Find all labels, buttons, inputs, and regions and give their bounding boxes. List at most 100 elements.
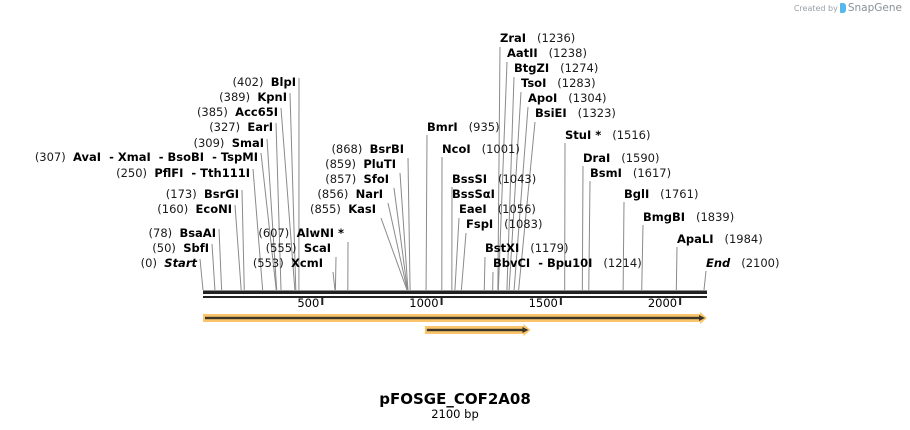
site-bsrbi[interactable]: (868) BsrBI [331,142,404,156]
svg-text:StuI * (1516): StuI * (1516) [565,128,650,142]
sequence-length: 2100 bp [431,407,479,421]
site-bmgbi[interactable]: BmgBI (1839) [643,210,734,224]
site-connector-line [280,107,296,291]
site-nari[interactable]: (856) NarI [317,187,383,201]
feature-arrow-2[interactable] [424,324,531,336]
site-bmri[interactable]: BmrI (935) [427,120,500,134]
site-position: (1761) [649,187,698,201]
site-bsssi[interactable]: BssSαI [452,187,495,201]
svg-text:BmrI (935): BmrI (935) [427,120,500,134]
snapgene-logo-icon [839,3,846,13]
site-position: (553) [253,256,291,270]
site-bsmi[interactable]: BsmI (1617) [590,166,671,180]
site-sfoi[interactable]: (857) SfoI [325,172,389,186]
site-name: EarI [247,120,273,134]
site-connector-line [588,180,591,291]
site-start[interactable]: (0) Start [141,256,198,270]
site-name: BtgZI [514,61,549,75]
site-connector-line [211,243,216,291]
site-tsoi[interactable]: TsoI (1283) [521,76,596,90]
svg-text:(309) SmaI: (309) SmaI [193,136,264,150]
site-kpni[interactable]: (389) KpnI [219,90,287,104]
site-smai[interactable]: (309) SmaI [193,136,264,150]
site-name: ApaLI [677,232,714,246]
svg-text:(607) AlwNI *: (607) AlwNI * [258,226,344,240]
site-bgli[interactable]: BglI (1761) [624,187,698,201]
site-bstxi[interactable]: BstXI (1179) [485,241,568,255]
svg-text:ZraI (1236): ZraI (1236) [500,31,575,45]
site-xcmi[interactable]: (553) XcmI [253,256,323,270]
svg-text:(327) EarI: (327) EarI [209,120,273,134]
svg-text:FspI (1083): FspI (1083) [466,217,542,231]
feature-arrow-1[interactable] [203,312,707,324]
site-name: BsrGI [204,187,239,201]
site-name: SmaI [232,136,264,150]
credit-brand: SnapGene [847,2,902,14]
site-aatii[interactable]: AatII (1238) [507,46,587,60]
site-name: BlpI [271,75,296,89]
site-blpi[interactable]: (402) BlpI [233,75,296,89]
site-sbfi[interactable]: (50) SbfI [152,241,209,255]
svg-text:BglI (1761): BglI (1761) [624,187,698,201]
site-position: (1043) [487,172,536,186]
site-end[interactable]: End (2100) [706,256,780,270]
site-fspi[interactable]: FspI (1083) [466,217,542,231]
svg-text:(857) SfoI: (857) SfoI [325,172,389,186]
site-eari[interactable]: (327) EarI [209,120,273,134]
site-position: (307) [35,150,73,164]
site-bbvci[interactable]: BbvCI - Bpu10I (1214) [493,256,642,270]
dna-backbone [203,290,707,298]
site-econi[interactable]: (160) EcoNI [157,202,232,216]
site-name: NcoI [442,142,471,156]
site-position: (2100) [730,256,779,270]
site-connector-line [266,138,278,291]
site-connector-line [508,91,522,291]
site-avai[interactable]: (307) AvaI - XmaI - BsoBI - TspMI [35,150,258,164]
site-acc65i[interactable]: (385) Acc65I [197,105,278,119]
site-bsaai[interactable]: (78) BsaAI [149,226,216,240]
site-connector-line [497,61,508,291]
svg-text:(855) KasI: (855) KasI [310,202,376,216]
site-bsssi[interactable]: BssSI (1043) [452,172,536,186]
site-name: BsmI [590,166,622,180]
site-connector-line [252,168,264,291]
site-kasi[interactable]: (855) KasI [310,202,376,216]
site-position: (160) [157,202,195,216]
site-zrai[interactable]: ZraI (1236) [500,31,575,45]
site-name: StuI * [565,128,601,142]
site-drai[interactable]: DraI (1590) [583,151,659,165]
site-alwni[interactable]: (607) AlwNI * [258,226,344,240]
site-name: BbvCI - Bpu10I [493,256,592,270]
site-name: SbfI [183,241,209,255]
svg-text:DraI (1590): DraI (1590) [583,151,659,165]
svg-text:ApoI (1304): ApoI (1304) [528,91,607,105]
site-apoi[interactable]: ApoI (1304) [528,91,607,105]
site-pflfi[interactable]: (250) PflFI - Tth111I [116,166,250,180]
site-connector-line [483,256,486,291]
site-position: (856) [317,187,355,201]
site-bsrgi[interactable]: (173) BsrGI [166,187,239,201]
site-connector-line [234,204,242,291]
site-connector-line [703,270,707,291]
site-connector-line [199,258,204,291]
site-position: (327) [209,120,247,134]
snapgene-credit[interactable]: Created by SnapGene [794,2,902,14]
svg-text:BssSαI: BssSαI [452,187,495,201]
site-eaei[interactable]: EaeI (1056) [459,202,536,216]
tick-mark [321,297,324,305]
site-name: ScaI [304,241,331,255]
site-bsiei[interactable]: BsiEI (1323) [535,106,616,120]
site-position: (1283) [546,76,595,90]
site-scai[interactable]: (555) ScaI [266,241,331,255]
site-pluti[interactable]: (859) PluTI [325,157,396,171]
site-btgzi[interactable]: BtgZI (1274) [514,61,598,75]
site-name: BstXI [485,241,519,255]
site-name: BmrI [427,120,458,134]
site-connector-line [460,232,467,291]
site-position: (1236) [526,31,575,45]
site-stui[interactable]: StuI * (1516) [565,128,650,142]
site-apali[interactable]: ApaLI (1984) [677,232,763,246]
site-ncoi[interactable]: NcoI (1001) [442,142,520,156]
site-position: (1516) [601,128,650,142]
